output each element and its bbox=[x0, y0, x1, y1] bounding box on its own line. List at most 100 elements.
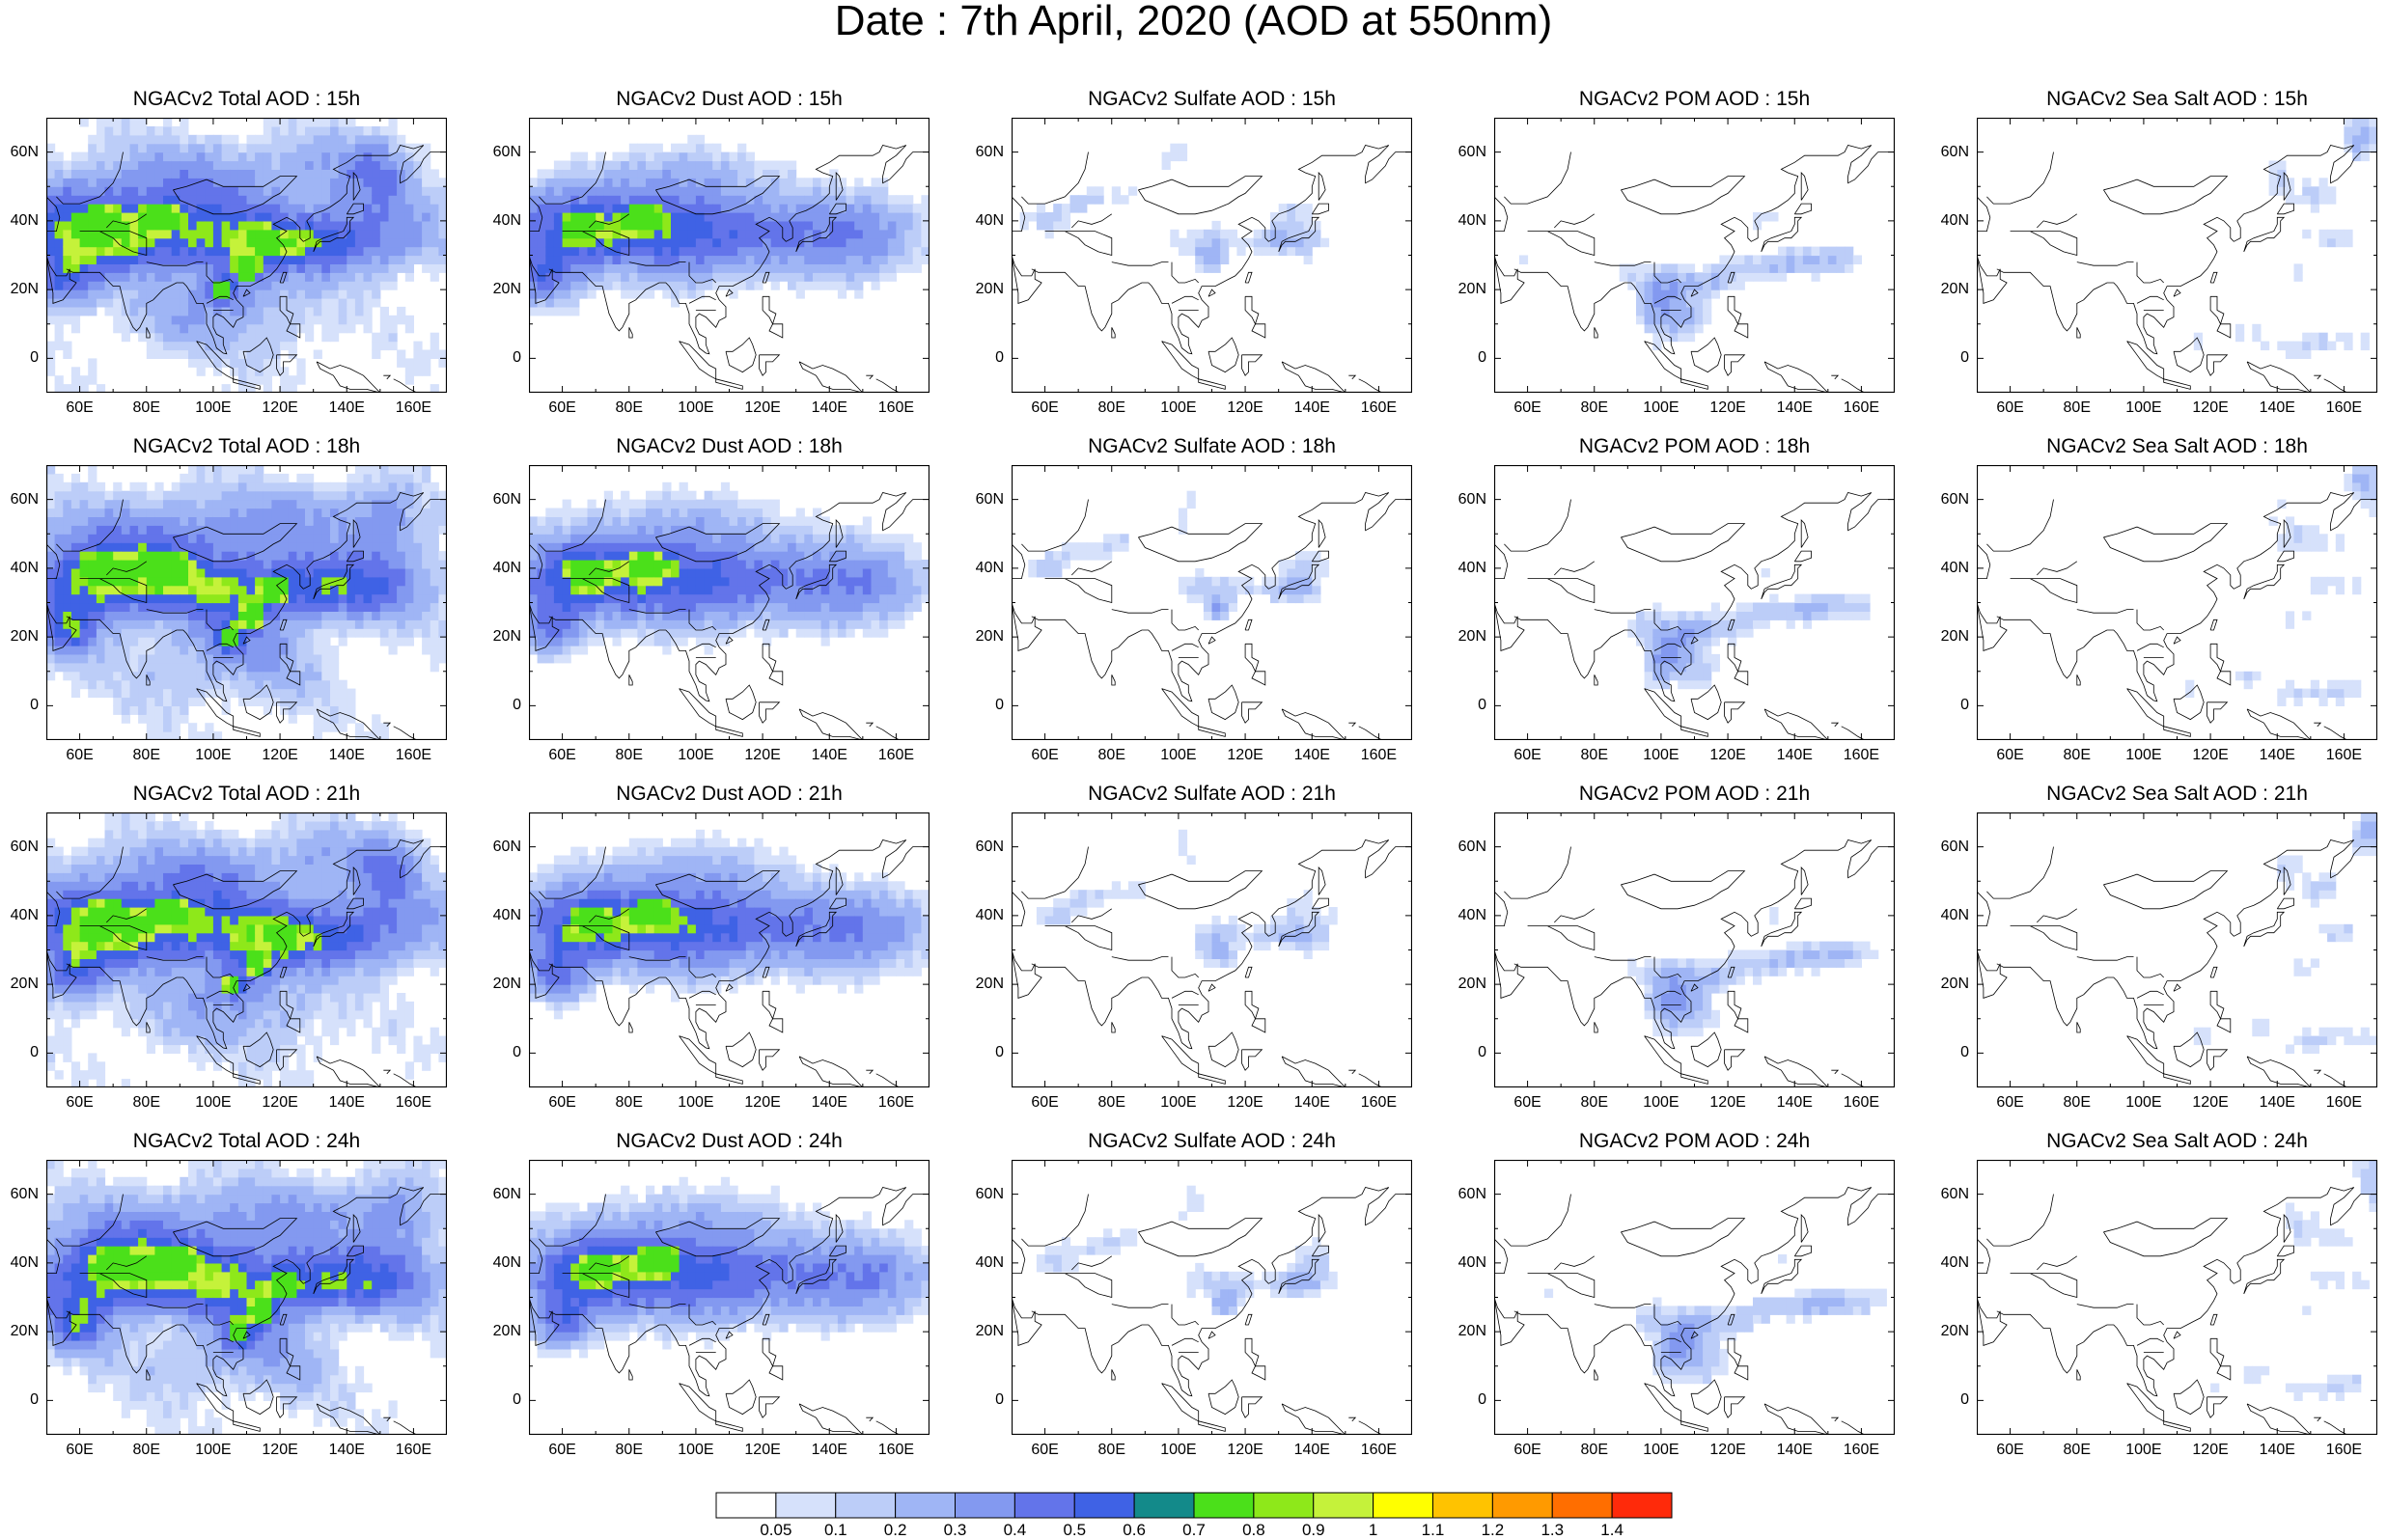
aod-map bbox=[529, 1160, 930, 1435]
lon-tick-label: 120E bbox=[262, 1094, 298, 1111]
lon-tick-label: 140E bbox=[2259, 747, 2295, 763]
lon-tick-label: 80E bbox=[2063, 1094, 2091, 1111]
colorbar-swatch bbox=[1193, 1492, 1255, 1519]
panel-title: NGACv2 POM AOD : 15h bbox=[1578, 88, 1811, 110]
lon-tick-label: 60E bbox=[1513, 747, 1541, 763]
lon-tick-label: 140E bbox=[1776, 747, 1813, 763]
lon-tick-label: 140E bbox=[811, 399, 847, 416]
lat-tick-label: 20N bbox=[492, 281, 521, 298]
lon-tick-label: 120E bbox=[1227, 399, 1263, 416]
lon-tick-label: 120E bbox=[744, 1442, 781, 1458]
lon-tick-label: 80E bbox=[1097, 1442, 1125, 1458]
panel-title: NGACv2 Sulfate AOD : 15h bbox=[1088, 88, 1336, 110]
lon-tick-label: 120E bbox=[744, 747, 781, 763]
lon-tick-label: 100E bbox=[678, 747, 714, 763]
coastlines bbox=[46, 492, 447, 740]
lon-tick-label: 160E bbox=[2325, 1442, 2363, 1458]
tick-marks bbox=[46, 812, 447, 1087]
aod-field bbox=[2185, 465, 2377, 706]
colorbar-label: 1 bbox=[1368, 1521, 1378, 1539]
coastlines bbox=[529, 145, 930, 393]
aod-field bbox=[1036, 829, 1338, 968]
aod-field bbox=[1543, 1254, 1887, 1385]
lon-tick-label: 100E bbox=[195, 747, 232, 763]
aod-field bbox=[529, 1176, 930, 1359]
tick-marks bbox=[1977, 118, 2377, 393]
lon-tick-label: 80E bbox=[1097, 1094, 1125, 1111]
lat-tick-label: 20N bbox=[1457, 281, 1486, 298]
lat-tick-label: 20N bbox=[1940, 628, 1969, 646]
coastlines bbox=[1977, 839, 2377, 1087]
lat-tick-label: 40N bbox=[10, 211, 39, 229]
aod-map bbox=[46, 1160, 447, 1435]
colorbar-swatch bbox=[1253, 1492, 1315, 1519]
lat-tick-label: 60N bbox=[975, 143, 1004, 160]
lon-tick-label: 100E bbox=[2125, 1442, 2162, 1458]
aod-map bbox=[1977, 1160, 2377, 1435]
aod-field bbox=[46, 118, 447, 393]
aod-map bbox=[1494, 118, 1895, 393]
colorbar-label: 0.6 bbox=[1123, 1521, 1146, 1539]
lon-tick-label: 60E bbox=[66, 1094, 94, 1111]
lat-tick-label: 20N bbox=[10, 281, 39, 298]
coastlines bbox=[46, 145, 447, 393]
lon-tick-label: 80E bbox=[1097, 399, 1125, 416]
lon-tick-label: 120E bbox=[2192, 399, 2229, 416]
lat-tick-label: 0 bbox=[1478, 1044, 1486, 1061]
lat-tick-label: 60N bbox=[492, 838, 521, 855]
lat-tick-label: 40N bbox=[10, 906, 39, 923]
lat-tick-label: 40N bbox=[1940, 906, 1969, 923]
coastlines bbox=[1012, 492, 1412, 740]
lat-tick-label: 0 bbox=[513, 1391, 521, 1409]
tick-marks bbox=[1494, 465, 1895, 740]
lon-tick-label: 120E bbox=[1709, 399, 1746, 416]
coastlines bbox=[1494, 145, 1895, 393]
lon-tick-label: 160E bbox=[395, 399, 432, 416]
lon-tick-label: 100E bbox=[1643, 747, 1679, 763]
lon-tick-label: 60E bbox=[1996, 1442, 2024, 1458]
map-panel-total-15h: NGACv2 Total AOD : 15h 60N 40N 20N 0 60E 80E 10… bbox=[0, 89, 454, 426]
colorbar-swatch bbox=[1073, 1492, 1135, 1519]
lat-tick-label: 40N bbox=[1940, 559, 1969, 576]
lon-tick-label: 140E bbox=[2259, 1442, 2295, 1458]
lon-tick-label: 60E bbox=[1031, 747, 1059, 763]
lat-tick-label: 40N bbox=[1457, 1253, 1486, 1271]
lon-tick-label: 80E bbox=[615, 1094, 643, 1111]
panel-title: NGACv2 POM AOD : 18h bbox=[1578, 435, 1811, 457]
lon-tick-label: 80E bbox=[2063, 1442, 2091, 1458]
lon-tick-label: 60E bbox=[548, 1442, 576, 1458]
aod-field bbox=[1627, 907, 1879, 1037]
tick-marks bbox=[529, 1160, 930, 1435]
lat-tick-label: 0 bbox=[995, 1044, 1004, 1061]
map-panel-seasalt-21h: NGACv2 Sea Salt AOD : 21h 60N 40N 20N 0 60E 80… bbox=[1930, 784, 2384, 1121]
lat-tick-label: 40N bbox=[10, 559, 39, 576]
lon-tick-label: 120E bbox=[262, 399, 298, 416]
coastlines bbox=[46, 839, 447, 1087]
coastlines bbox=[1977, 492, 2377, 740]
lat-tick-label: 20N bbox=[1457, 628, 1486, 646]
lon-tick-label: 100E bbox=[195, 1094, 232, 1111]
lat-tick-label: 20N bbox=[975, 1323, 1004, 1340]
lon-tick-label: 120E bbox=[2192, 747, 2229, 763]
lon-tick-label: 100E bbox=[195, 399, 232, 416]
lon-tick-label: 140E bbox=[811, 747, 847, 763]
tick-marks bbox=[529, 118, 930, 393]
lon-tick-label: 80E bbox=[2063, 747, 2091, 763]
aod-field bbox=[2193, 118, 2377, 359]
aod-map bbox=[529, 465, 930, 740]
panel-title: NGACv2 Sulfate AOD : 24h bbox=[1088, 1130, 1336, 1152]
coastlines bbox=[1494, 1187, 1895, 1435]
coastlines bbox=[1494, 492, 1895, 740]
lat-tick-label: 60N bbox=[1940, 143, 1969, 160]
lon-tick-label: 120E bbox=[1709, 1094, 1746, 1111]
aod-field bbox=[2193, 812, 2377, 1054]
map-panel-sulfate-18h: NGACv2 Sulfate AOD : 18h 60N 40N 20N 0 60E 80E… bbox=[965, 436, 1419, 774]
lat-tick-label: 60N bbox=[1940, 1185, 1969, 1202]
aod-map bbox=[46, 812, 447, 1087]
aod-map bbox=[46, 118, 447, 393]
lat-tick-label: 40N bbox=[975, 559, 1004, 576]
lat-tick-label: 0 bbox=[1478, 697, 1486, 714]
lon-tick-label: 160E bbox=[395, 1442, 432, 1458]
colorbar-swatch bbox=[1313, 1492, 1374, 1519]
lon-tick-label: 80E bbox=[132, 747, 160, 763]
